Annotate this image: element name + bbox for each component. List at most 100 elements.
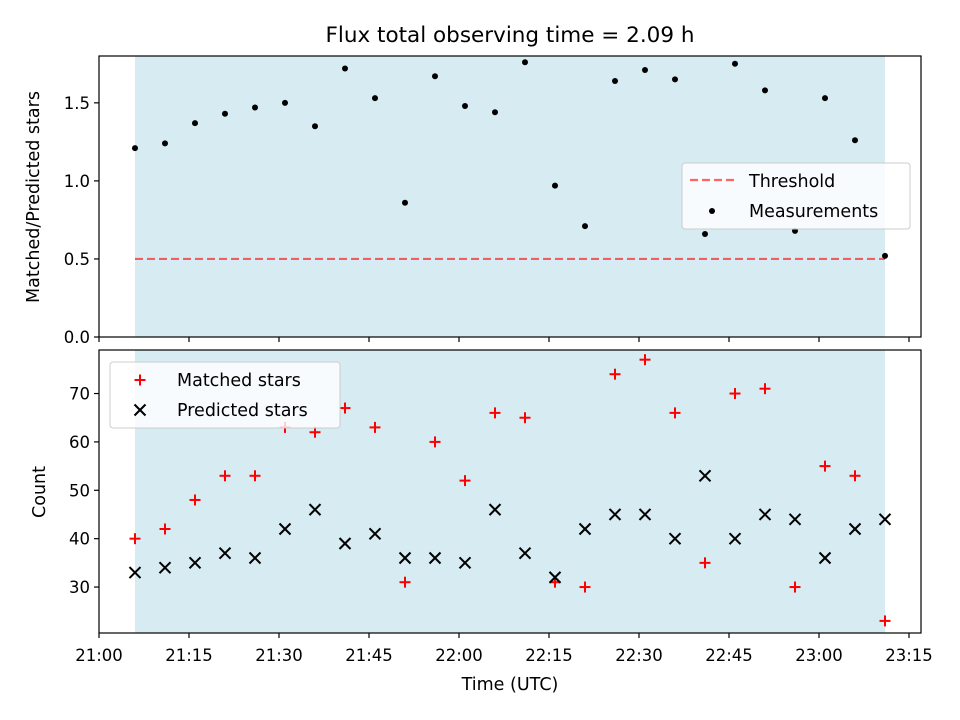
cross-stroke	[518, 546, 532, 560]
cross-stroke	[578, 522, 592, 536]
cross-stroke	[368, 527, 382, 541]
cross-stroke	[338, 537, 352, 550]
matched-star-point	[219, 470, 231, 482]
measurement-point	[252, 104, 258, 111]
cross-stroke	[488, 503, 502, 516]
x-axis-label: Time (UTC)	[461, 675, 559, 695]
measurement-point	[492, 109, 498, 116]
predicted-star-point	[698, 469, 712, 482]
x-tick-label: 22:45	[705, 646, 753, 665]
matched-star-point	[639, 354, 651, 366]
matched-star-point	[519, 412, 531, 424]
top-panel: 0.0 0.5 1.0 1.5 Matched/Predicted stars Thr…	[24, 55, 922, 347]
y-tick-label: 30	[69, 578, 90, 597]
predicted-star-point	[218, 546, 232, 560]
measurement-point	[732, 60, 738, 67]
predicted-star-point	[728, 532, 742, 545]
cross-stroke	[698, 469, 712, 482]
matched-star-point	[249, 470, 261, 482]
predicted-star-point	[278, 522, 292, 536]
legend-measurements-label: Measurements	[749, 202, 878, 222]
matched-star-point	[459, 475, 471, 487]
measurement-point	[312, 123, 318, 130]
y-tick-label: 0.5	[64, 250, 90, 269]
legend-box	[681, 162, 911, 230]
x-tick-label: 22:15	[525, 646, 573, 665]
top-plot-marks	[132, 59, 888, 261]
bottom-panel: 30 40 50 60 70 21:00 21:15 21:30 21:45 22:00 22:1…	[30, 349, 933, 695]
predicted-star-point	[308, 503, 322, 516]
measurement-point	[642, 67, 648, 74]
predicted-star-point	[578, 522, 592, 536]
x-tick-label: 23:15	[885, 646, 933, 665]
x-tick-label: 22:30	[615, 646, 663, 665]
cross-stroke	[308, 503, 322, 516]
matched-star-point	[159, 523, 171, 535]
predicted-star-point	[818, 551, 832, 565]
predicted-star-point	[518, 546, 532, 560]
predicted-star-point	[188, 556, 202, 570]
measurement-point	[402, 199, 408, 206]
matched-star-point	[339, 402, 351, 414]
predicted-star-point	[848, 522, 862, 536]
predicted-star-point	[128, 566, 142, 579]
measurement-point	[672, 76, 678, 83]
y-tick-label: 1.0	[64, 172, 90, 191]
matched-star-point	[489, 407, 501, 419]
x-tick-label: 23:00	[795, 646, 843, 665]
predicted-star-point	[668, 532, 682, 545]
matched-star-point	[369, 421, 381, 433]
y-tick-label: 70	[69, 385, 90, 404]
legend-measurements-swatch	[709, 208, 715, 214]
matched-star-point	[399, 576, 411, 588]
measurement-point	[522, 59, 528, 66]
cross-stroke	[278, 522, 292, 536]
measurement-point	[612, 77, 618, 84]
top-x-ticks	[98, 337, 910, 342]
legend-predicted-swatch	[133, 403, 147, 417]
measurement-point	[552, 182, 558, 189]
legend-box	[109, 361, 341, 429]
predicted-star-point	[368, 527, 382, 541]
cross-stroke	[608, 508, 622, 521]
predicted-star-point	[608, 508, 622, 521]
cross-stroke	[728, 532, 742, 545]
cross-stroke	[248, 551, 262, 565]
measurement-point	[762, 87, 768, 94]
cross-stroke	[188, 556, 202, 570]
matched-star-point	[129, 533, 141, 545]
measurement-point	[822, 95, 828, 102]
cross-stroke	[668, 532, 682, 545]
predicted-star-point	[428, 551, 442, 565]
cross-stroke	[133, 403, 147, 417]
cross-stroke	[458, 556, 472, 570]
measurement-point	[282, 99, 288, 106]
bottom-x-ticks: 21:00 21:15 21:30 21:45 22:00 22:15 22:30 22:45…	[75, 633, 933, 665]
legend-matched-label: Matched stars	[177, 371, 301, 391]
cross-stroke	[758, 508, 772, 521]
x-tick-label: 21:15	[165, 646, 213, 665]
matched-star-point	[429, 436, 441, 448]
top-legend: Threshold Measurements	[681, 162, 911, 230]
y-tick-label: 60	[69, 433, 90, 452]
y-tick-label: 50	[69, 481, 90, 500]
cross-stroke	[428, 551, 442, 565]
measurement-point	[702, 230, 708, 237]
bottom-y-axis-label: Count	[30, 466, 50, 518]
y-tick-label: 40	[69, 530, 90, 549]
bottom-legend: Matched stars Predicted stars	[109, 361, 341, 429]
cross-stroke	[548, 571, 562, 584]
matched-star-point	[789, 581, 801, 593]
matched-star-point	[579, 581, 591, 593]
bottom-axes-frame	[98, 349, 922, 634]
legend-matched-swatch	[134, 374, 146, 386]
measurement-point	[132, 145, 138, 152]
measurement-point	[432, 73, 438, 80]
measurement-point	[882, 252, 888, 259]
matched-star-point	[699, 557, 711, 569]
x-tick-label: 21:00	[75, 646, 123, 665]
matched-star-point	[849, 470, 861, 482]
legend-predicted-label: Predicted stars	[177, 401, 308, 421]
matched-star-point	[729, 388, 741, 400]
